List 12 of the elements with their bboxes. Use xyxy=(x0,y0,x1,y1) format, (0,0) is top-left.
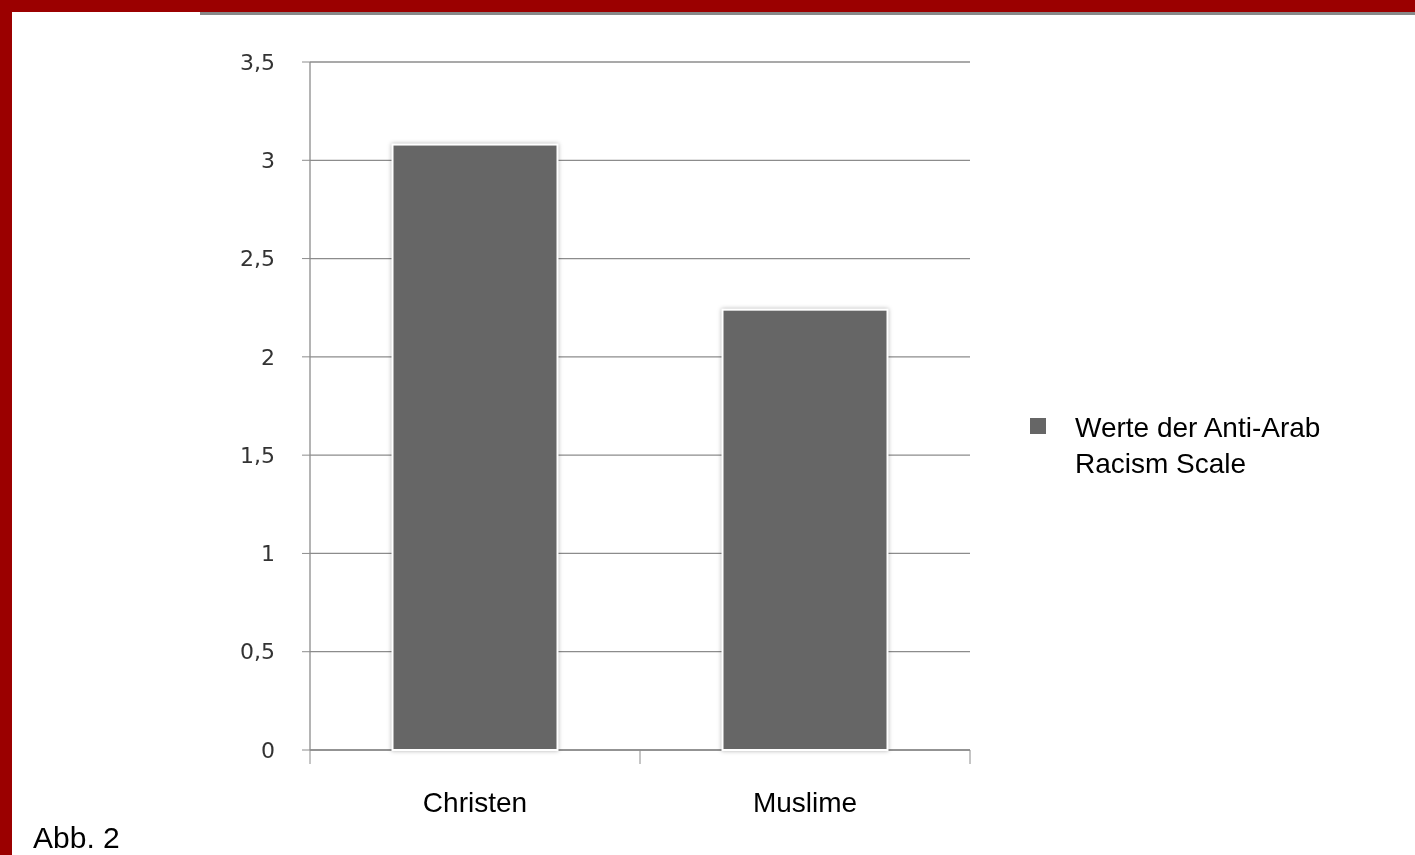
y-tick-label: 3,5 xyxy=(240,49,275,75)
x-tick-label: Muslime xyxy=(752,787,858,818)
y-tick-label: 1,5 xyxy=(240,442,275,468)
y-tick-label: 3 xyxy=(261,147,275,173)
x-tick-label: Christen xyxy=(422,787,528,818)
y-tick-label: 2,5 xyxy=(240,246,275,272)
y-tick-label: 0 xyxy=(261,737,275,763)
caption: Abb. 2 xyxy=(33,821,120,854)
legend-label: Werte der Anti-Arab Racism Scale xyxy=(1075,411,1321,479)
y-tick-label: 1 xyxy=(261,541,275,567)
y-tick-label: 2 xyxy=(261,344,275,370)
y-tick-label: 0,5 xyxy=(240,639,275,665)
